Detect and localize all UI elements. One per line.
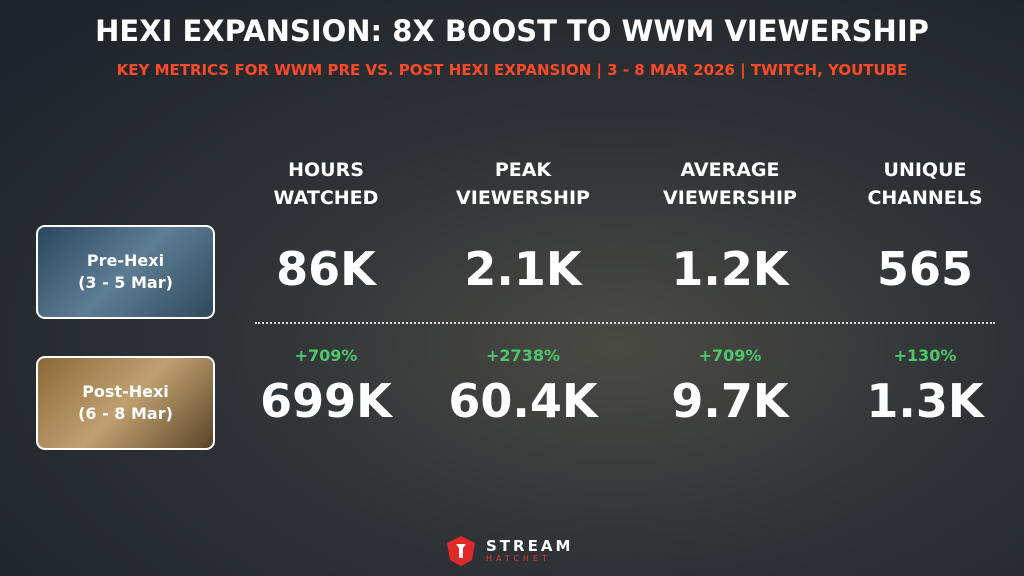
metric-change: +130%: [893, 346, 957, 365]
metric-value: 1.3K: [866, 374, 984, 428]
row-label: Pre-Hexi: [86, 251, 165, 270]
metric-change: +709%: [698, 346, 762, 365]
metric-value: 565: [876, 242, 974, 296]
metric-value: 699K: [260, 374, 392, 428]
column-header: AVERAGE VIEWERSHIP: [663, 159, 797, 209]
row-label: Post-Hexi: [82, 382, 169, 401]
metric-change: +709%: [294, 346, 358, 365]
column-header: PEAK VIEWERSHIP: [456, 159, 590, 209]
row-label-card: Post-Hexi (6 - 8 Mar): [36, 356, 215, 450]
metric-value: 9.7K: [671, 374, 789, 428]
subtitle: KEY METRICS FOR WWM PRE VS. POST HEXI EX…: [116, 61, 908, 79]
metric-value: 86K: [276, 242, 376, 296]
column-header: UNIQUE CHANNELS: [867, 159, 983, 209]
column-header: HOURS WATCHED: [273, 159, 379, 209]
row-period: (3 - 5 Mar): [78, 273, 173, 292]
title: HEXI EXPANSION: 8X BOOST TO WWM VIEWERSH…: [95, 14, 929, 48]
metric-change: +2738%: [486, 346, 560, 365]
logo: STREAM HATCHET: [444, 534, 573, 568]
divider: [255, 322, 995, 324]
row-label-card: Pre-Hexi (3 - 5 Mar): [36, 225, 215, 319]
logo-icon: [447, 536, 475, 566]
brand: STREAM: [486, 537, 574, 555]
metric-value: 2.1K: [464, 242, 582, 296]
row-period: (6 - 8 Mar): [78, 404, 173, 423]
metric-value: 60.4K: [448, 374, 598, 428]
brand-sub: HATCHET: [486, 554, 551, 563]
metric-value: 1.2K: [671, 242, 789, 296]
